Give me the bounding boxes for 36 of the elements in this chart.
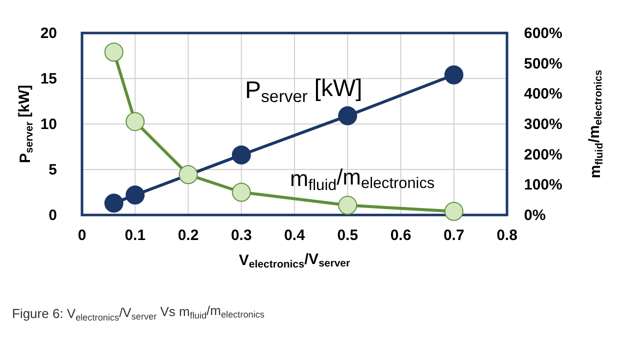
series-label: P$_{server}$ [kW] [245, 75, 362, 106]
point [444, 65, 464, 84]
point [126, 112, 145, 132]
y2-tick-label: 0% [524, 207, 546, 224]
point [444, 202, 464, 221]
point [232, 145, 251, 164]
y2-tick-label: 300% [524, 116, 562, 133]
point [338, 106, 358, 126]
x-tick-label: 0.2 [178, 227, 199, 244]
x-tick-label: 0.3 [230, 227, 252, 244]
x-tick-label: 0.7 [443, 227, 464, 244]
y-tick-label: 15 [40, 70, 57, 88]
point [126, 185, 145, 204]
point [104, 194, 124, 213]
x-tick-label: 0.1 [124, 227, 146, 244]
point [232, 182, 251, 202]
x-tick-label: 0.6 [390, 227, 412, 244]
y-tick-label: 0 [48, 207, 57, 224]
point [178, 165, 198, 184]
y-tick-label: 20 [40, 25, 57, 42]
x-tick-label: 0 [78, 227, 86, 244]
y2-tick-label: 400% [524, 86, 562, 103]
y2-tick-label: 600% [524, 25, 562, 42]
x-tick-label: 0.4 [284, 227, 306, 244]
caption: Figure 6: V$_{electronics}$/V$_{server}$ Vs m$_{fluid}$/m$_{electronics}$ [12, 303, 265, 322]
point [104, 42, 124, 62]
y-tick-label: 5 [48, 162, 57, 178]
x-tick-label: 0.8 [496, 227, 518, 244]
y2-tick-label: 200% [524, 146, 562, 164]
y2-tick-label: 500% [524, 55, 562, 72]
y-tick-label: 10 [40, 116, 57, 133]
point [338, 196, 358, 215]
x-tick-label: 0.5 [337, 227, 358, 244]
series-label: m$_{fluid}$/m$_{electronics}$ [290, 164, 435, 194]
x-axis-title: V$_{electronics}$/V$_{server}$ [238, 250, 350, 271]
y2-tick-label: 100% [524, 176, 562, 194]
